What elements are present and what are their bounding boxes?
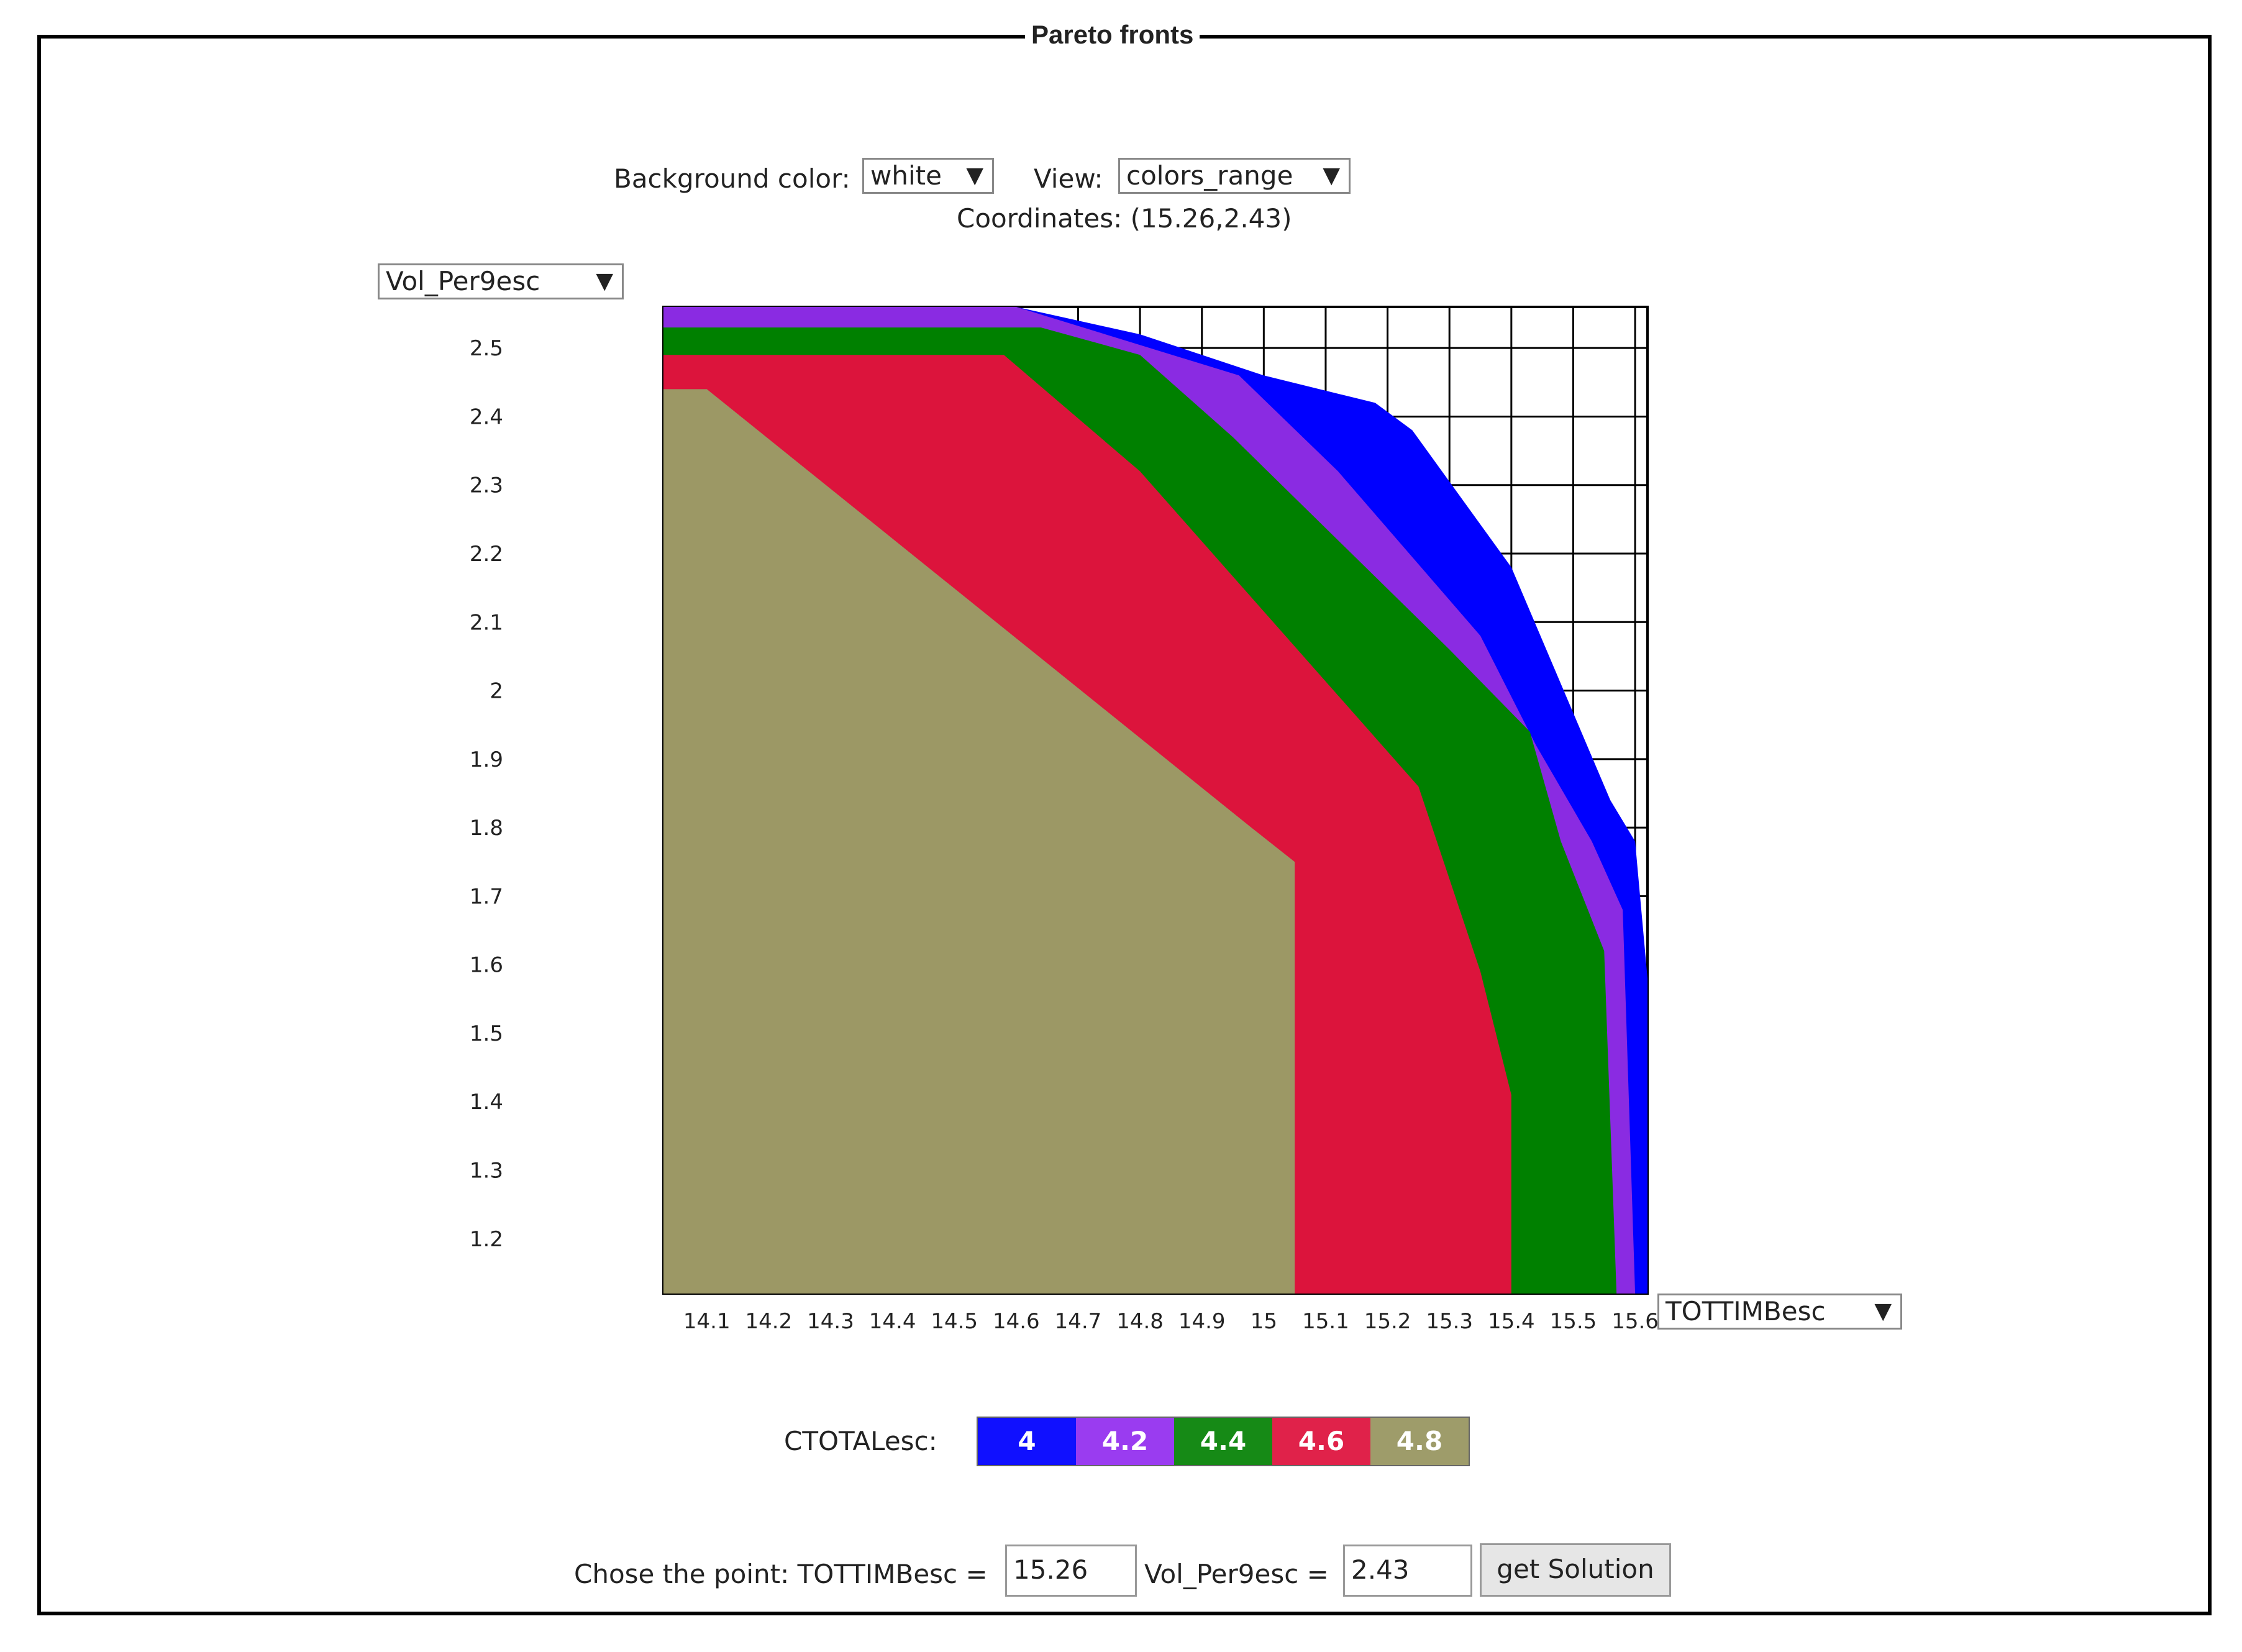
coordinates-readout: Coordinates: (15.26,2.43): [957, 203, 1292, 234]
vol-per9esc-input[interactable]: 2.43: [1343, 1545, 1472, 1597]
tottimbesc-input-value: 15.26: [1013, 1554, 1088, 1585]
x-tick-label: 14.6: [993, 1309, 1040, 1334]
background-color-select[interactable]: white ▼: [862, 158, 994, 194]
y-tick-label: 2: [490, 679, 503, 704]
y-tick-label: 2.1: [470, 610, 503, 635]
view-select[interactable]: colors_range ▼: [1118, 158, 1351, 194]
x-tick-label: 15.6: [1611, 1309, 1659, 1334]
y-tick-label: 1.7: [470, 884, 503, 909]
x-tick-label: 14.9: [1178, 1309, 1226, 1334]
view-label: View:: [1034, 163, 1103, 194]
scale-swatch: 4: [978, 1418, 1076, 1465]
scale-swatch: 4.8: [1370, 1418, 1469, 1465]
x-tick-label: 14.7: [1055, 1309, 1102, 1334]
y-axis-select-value: Vol_Per9esc: [386, 266, 540, 296]
scale-swatch: 4.2: [1076, 1418, 1174, 1465]
x-tick-label: 14.8: [1116, 1309, 1164, 1334]
x-axis-select-value: TOTTIMBesc: [1666, 1296, 1826, 1326]
chose-point-label: Chose the point: TOTTIMBesc =: [574, 1559, 988, 1589]
y-tick-label: 2.5: [470, 336, 503, 361]
y-tick-label: 2.2: [470, 542, 503, 567]
y-tick-label: 2.3: [470, 473, 503, 498]
chart-series: [663, 307, 1647, 1294]
y-axis-ticks: 2.5 2.4 2.3 2.2 2.1 2 1.9 1.8 1.7 1.6 1.5 1.4 1.3 1.2: [470, 336, 503, 1252]
x-axis-ticks: 14.1 14.2 14.3 14.4 14.5 14.6 14.7 14.8 14.9 15 15…: [683, 1309, 1659, 1334]
y-tick-label: 1.6: [470, 953, 503, 978]
chevron-down-icon: ▼: [966, 163, 983, 188]
x-tick-label: 15.5: [1550, 1309, 1597, 1334]
color-scale: 4 4.2 4.4 4.6 4.8: [977, 1417, 1470, 1466]
x-tick-label: 15.3: [1426, 1309, 1473, 1334]
y-tick-label: 1.9: [470, 747, 503, 772]
vol-per9esc-label: Vol_Per9esc =: [1144, 1559, 1329, 1589]
y-tick-label: 1.2: [470, 1227, 503, 1252]
x-axis-select[interactable]: TOTTIMBesc ▼: [1657, 1294, 1902, 1330]
get-solution-button[interactable]: get Solution: [1480, 1543, 1671, 1597]
y-tick-label: 1.3: [470, 1159, 503, 1184]
chevron-down-icon: ▼: [596, 268, 613, 294]
x-tick-label: 15.2: [1364, 1309, 1411, 1334]
tottimbesc-input[interactable]: 15.26: [1005, 1545, 1137, 1597]
x-tick-label: 14.1: [683, 1309, 731, 1334]
x-tick-label: 14.3: [807, 1309, 854, 1334]
x-tick-label: 14.5: [931, 1309, 978, 1334]
scale-swatch: 4.4: [1174, 1418, 1272, 1465]
x-tick-label: 15.1: [1302, 1309, 1349, 1334]
x-tick-label: 14.4: [869, 1309, 916, 1334]
y-axis-select[interactable]: Vol_Per9esc ▼: [378, 263, 624, 299]
scale-swatch: 4.6: [1272, 1418, 1370, 1465]
background-color-label: Background color:: [614, 163, 850, 194]
y-tick-label: 1.5: [470, 1021, 503, 1046]
x-tick-label: 14.2: [745, 1309, 793, 1334]
background-color-value: white: [870, 160, 942, 191]
y-tick-label: 2.4: [470, 404, 503, 429]
view-value: colors_range: [1126, 160, 1293, 191]
vol-per9esc-input-value: 2.43: [1351, 1554, 1410, 1585]
scale-label: CTOTALesc:: [784, 1426, 937, 1456]
x-tick-label: 15: [1251, 1309, 1277, 1334]
y-tick-label: 1.4: [470, 1090, 503, 1115]
y-tick-label: 1.8: [470, 816, 503, 841]
chevron-down-icon: ▼: [1874, 1298, 1892, 1324]
panel-title: Pareto fronts: [1025, 16, 1200, 53]
chevron-down-icon: ▼: [1323, 163, 1340, 188]
pareto-front-4.8[interactable]: [663, 389, 1295, 1294]
x-tick-label: 15.4: [1488, 1309, 1535, 1334]
